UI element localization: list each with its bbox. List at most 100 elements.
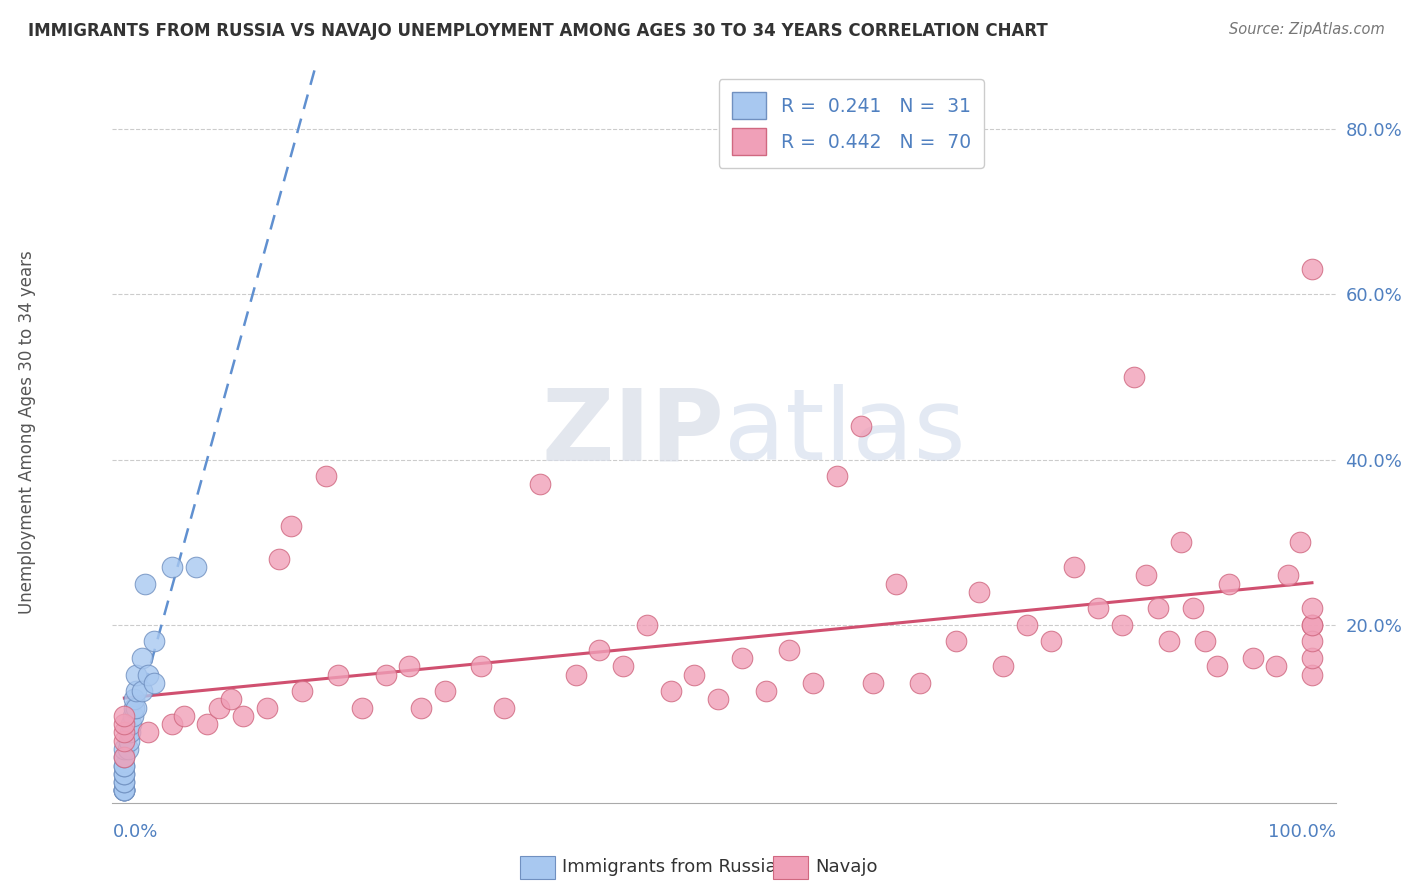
Point xyxy=(122,700,145,714)
Point xyxy=(112,758,135,772)
Point xyxy=(1194,634,1216,648)
Point xyxy=(1111,618,1133,632)
Point xyxy=(219,692,242,706)
Point xyxy=(1301,651,1323,665)
Point xyxy=(636,618,658,632)
Point xyxy=(755,684,778,698)
Text: 0.0%: 0.0% xyxy=(112,823,157,841)
Point xyxy=(849,419,872,434)
Point xyxy=(122,692,145,706)
Point xyxy=(326,667,349,681)
Text: Source: ZipAtlas.com: Source: ZipAtlas.com xyxy=(1229,22,1385,37)
Point xyxy=(1277,568,1299,582)
Point xyxy=(659,684,682,698)
Point xyxy=(160,560,183,574)
Point xyxy=(529,477,551,491)
Point xyxy=(112,783,135,797)
Point xyxy=(112,742,135,756)
Point xyxy=(1301,634,1323,648)
Point xyxy=(112,767,135,781)
Text: 100.0%: 100.0% xyxy=(1268,823,1336,841)
Point xyxy=(350,700,373,714)
Point xyxy=(564,667,586,681)
Point xyxy=(862,676,884,690)
Point xyxy=(1301,618,1323,632)
Point xyxy=(1063,560,1085,574)
Point xyxy=(291,684,314,698)
Point xyxy=(1206,659,1229,673)
Point xyxy=(131,684,153,698)
Point xyxy=(125,667,148,681)
Point xyxy=(143,676,166,690)
Point xyxy=(118,733,141,747)
Point xyxy=(778,642,800,657)
Text: Unemployment Among Ages 30 to 34 years: Unemployment Among Ages 30 to 34 years xyxy=(18,251,37,615)
Point xyxy=(256,700,278,714)
Point xyxy=(280,518,302,533)
Point xyxy=(112,758,135,772)
Point xyxy=(117,742,139,756)
Point xyxy=(112,783,135,797)
Point xyxy=(908,676,931,690)
Point xyxy=(121,709,143,723)
Point xyxy=(173,709,195,723)
Point xyxy=(884,576,907,591)
Point xyxy=(1301,618,1323,632)
Point xyxy=(208,700,231,714)
Point xyxy=(267,551,290,566)
Point xyxy=(588,642,610,657)
Point xyxy=(945,634,967,648)
Point xyxy=(1301,667,1323,681)
Point xyxy=(125,684,148,698)
Point xyxy=(112,709,135,723)
Point xyxy=(398,659,420,673)
Point xyxy=(1159,634,1181,648)
Point xyxy=(683,667,706,681)
Point xyxy=(112,717,135,731)
Point xyxy=(143,634,166,648)
Point xyxy=(434,684,457,698)
Point xyxy=(1265,659,1288,673)
Point xyxy=(112,767,135,781)
Point xyxy=(1087,601,1109,615)
Point xyxy=(612,659,634,673)
Point xyxy=(1301,601,1323,615)
Point xyxy=(112,783,135,797)
Text: IMMIGRANTS FROM RUSSIA VS NAVAJO UNEMPLOYMENT AMONG AGES 30 TO 34 YEARS CORRELAT: IMMIGRANTS FROM RUSSIA VS NAVAJO UNEMPLO… xyxy=(28,22,1047,40)
Point xyxy=(136,725,159,739)
Point xyxy=(315,469,337,483)
Point xyxy=(112,733,135,747)
Text: ZIP: ZIP xyxy=(541,384,724,481)
Point xyxy=(707,692,730,706)
Point xyxy=(470,659,492,673)
Point xyxy=(112,775,135,789)
Point xyxy=(112,750,135,764)
Point xyxy=(1241,651,1264,665)
Point xyxy=(125,700,148,714)
Point xyxy=(1218,576,1240,591)
Point xyxy=(1122,369,1144,384)
Point xyxy=(112,783,135,797)
Point xyxy=(160,717,183,731)
Point xyxy=(731,651,754,665)
Point xyxy=(1289,535,1312,549)
Point xyxy=(232,709,254,723)
Point xyxy=(131,651,153,665)
Text: Navajo: Navajo xyxy=(815,858,877,876)
Text: atlas: atlas xyxy=(724,384,966,481)
Point xyxy=(112,750,135,764)
Point xyxy=(1135,568,1157,582)
Point xyxy=(136,667,159,681)
Point xyxy=(121,717,143,731)
Legend: R =  0.241   N =  31, R =  0.442   N =  70: R = 0.241 N = 31, R = 0.442 N = 70 xyxy=(718,79,984,168)
Point xyxy=(1039,634,1062,648)
Point xyxy=(969,585,991,599)
Point xyxy=(1146,601,1168,615)
Point xyxy=(184,560,207,574)
Point xyxy=(494,700,516,714)
Point xyxy=(825,469,848,483)
Point xyxy=(120,725,142,739)
Point xyxy=(134,576,156,591)
Point xyxy=(1182,601,1205,615)
Point xyxy=(1170,535,1192,549)
